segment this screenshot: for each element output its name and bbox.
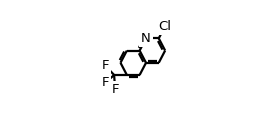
Text: F: F (112, 83, 119, 96)
Text: Cl: Cl (159, 20, 172, 33)
Text: F: F (102, 76, 109, 89)
Text: N: N (141, 32, 151, 45)
Text: F: F (102, 59, 109, 72)
